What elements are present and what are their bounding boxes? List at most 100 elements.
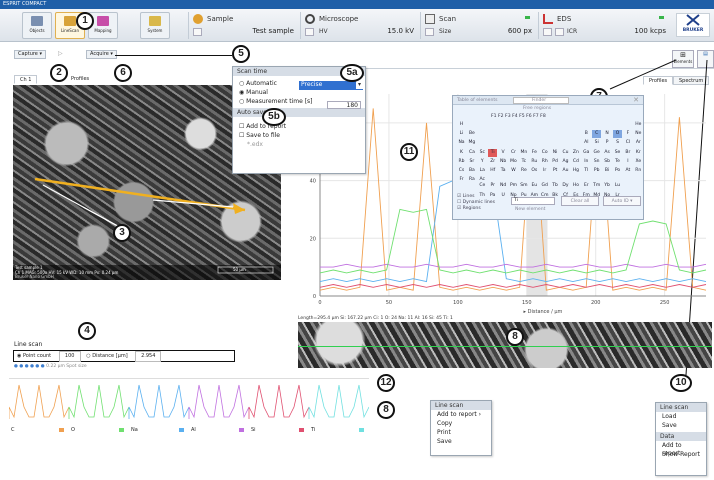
element-pa[interactable]: Pa: [490, 192, 496, 198]
system-button[interactable]: System: [140, 12, 170, 39]
scan-time-menu[interactable]: Scan time ○ Automatic Precise ▾ ◉ Manual …: [232, 66, 366, 174]
element-in[interactable]: In: [584, 158, 589, 164]
element-cr[interactable]: Cr: [511, 149, 516, 155]
element-si[interactable]: Si: [594, 140, 599, 146]
element-ce[interactable]: Ce: [479, 183, 486, 189]
element-u[interactable]: U: [501, 192, 505, 198]
element-bi[interactable]: Bi: [604, 168, 610, 173]
element-c[interactable]: C: [592, 130, 602, 139]
element-ni[interactable]: Ni: [552, 149, 558, 155]
element-w[interactable]: W: [511, 168, 516, 173]
measurement-time-option[interactable]: ○ Measurement time [s] 180: [233, 97, 365, 109]
point-count-input[interactable]: 100: [58, 351, 81, 362]
element-la[interactable]: La: [479, 168, 485, 173]
menu-save[interactable]: Save: [437, 438, 452, 445]
element-zr[interactable]: Zr: [490, 158, 496, 164]
element-ba[interactable]: Ba: [468, 168, 475, 173]
element-tc[interactable]: Tc: [521, 158, 527, 164]
element-se[interactable]: Se: [614, 149, 621, 155]
element-fe[interactable]: Fe: [531, 149, 537, 155]
element-es[interactable]: Es: [571, 192, 580, 200]
element-input[interactable]: Ti: [511, 197, 555, 205]
element-rh[interactable]: Rh: [541, 158, 548, 164]
element-nd[interactable]: Nd: [499, 183, 507, 189]
element-br[interactable]: Br: [625, 149, 631, 155]
eds-group[interactable]: EDS ICR 100 kcps: [538, 12, 672, 39]
element-b[interactable]: B: [584, 131, 588, 137]
linescan-image-strip[interactable]: [298, 322, 712, 368]
sample-group[interactable]: Sample Test sample: [188, 12, 300, 39]
menu-add-report[interactable]: Add to report: [662, 442, 682, 457]
linescan-context-menu[interactable]: Line scan Add to report › Copy Print Sav…: [430, 400, 492, 456]
element-ho[interactable]: Ho: [572, 183, 579, 189]
strip-color-swatch[interactable]: [299, 428, 304, 432]
strip-color-swatch[interactable]: [179, 428, 184, 432]
auto-id-button[interactable]: Auto ID ▾: [603, 196, 641, 206]
microscope-dropdown[interactable]: [305, 28, 314, 36]
tab-profiles-right[interactable]: Profiles: [643, 76, 674, 85]
element-hg[interactable]: Hg: [572, 168, 580, 173]
element-as[interactable]: As: [604, 149, 610, 155]
element-at[interactable]: At: [625, 168, 631, 173]
element-i[interactable]: I: [627, 158, 629, 164]
element-ag[interactable]: Ag: [562, 158, 569, 164]
element-p[interactable]: P: [605, 140, 609, 146]
element-au[interactable]: Au: [562, 168, 569, 173]
element-ir[interactable]: Ir: [543, 168, 547, 173]
element-f[interactable]: F: [626, 131, 630, 137]
dynamic-lines-option[interactable]: ☐ Dynamic lines: [457, 200, 495, 205]
capture-button[interactable]: Capture ▾: [14, 50, 46, 59]
element-er[interactable]: Er: [583, 183, 589, 189]
scan-dropdown[interactable]: [425, 28, 434, 36]
element-ta[interactable]: Ta: [500, 168, 506, 173]
element-cd[interactable]: Cd: [572, 158, 579, 164]
element-co[interactable]: Co: [541, 149, 548, 155]
report-context-menu[interactable]: Line scan Load Save Data Add to report S…: [655, 402, 707, 476]
strip-color-swatch[interactable]: [359, 428, 364, 432]
element-dy[interactable]: Dy: [562, 183, 569, 189]
element-sc[interactable]: Sc: [479, 149, 485, 155]
elements-button[interactable]: ⊞ Elements: [672, 50, 694, 68]
tab-spectrum[interactable]: Spectrum: [673, 76, 710, 85]
eds-settings[interactable]: [555, 28, 564, 36]
element-tl[interactable]: Tl: [584, 168, 589, 173]
report-button[interactable]: ▤: [697, 50, 714, 68]
element-pr[interactable]: Pr: [490, 183, 495, 189]
element-mg[interactable]: Mg: [468, 140, 476, 146]
scan-group[interactable]: Scan Size 600 px: [420, 12, 538, 39]
element-fr[interactable]: Fr: [459, 177, 464, 183]
menu-print[interactable]: Print: [437, 429, 451, 436]
element-mn[interactable]: Mn: [520, 149, 528, 155]
element-o[interactable]: O: [613, 130, 622, 139]
menu-save-linescan[interactable]: Save: [662, 422, 677, 429]
element-md[interactable]: Md: [592, 192, 601, 200]
point-count-radio[interactable]: ◉: [17, 353, 22, 359]
element-lu[interactable]: Lu: [614, 183, 621, 189]
element-sr[interactable]: Sr: [469, 158, 475, 164]
element-cs[interactable]: Cs: [458, 168, 465, 173]
element-sn[interactable]: Sn: [593, 158, 600, 164]
element-tm[interactable]: Tm: [593, 183, 601, 189]
measurement-time-input[interactable]: 180: [327, 101, 361, 109]
element-am[interactable]: Am: [530, 192, 539, 198]
element-os[interactable]: Os: [531, 168, 538, 173]
element-pt[interactable]: Pt: [552, 168, 558, 173]
element-be[interactable]: Be: [468, 131, 475, 137]
element-rb[interactable]: Rb: [458, 158, 465, 164]
sample-dropdown[interactable]: [193, 28, 202, 36]
element-na[interactable]: Na: [458, 140, 465, 146]
save-to-file-option[interactable]: ☐ Save to file: [239, 132, 280, 139]
element-cu[interactable]: Cu: [562, 149, 569, 155]
close-icon[interactable]: ✕: [633, 96, 639, 104]
menu-load[interactable]: Load: [662, 413, 677, 420]
element-ga[interactable]: Ga: [583, 149, 590, 155]
objects-button[interactable]: Objects: [22, 12, 52, 39]
element-pm[interactable]: Pm: [509, 183, 518, 189]
element-cf[interactable]: Cf: [561, 192, 570, 200]
element-ar[interactable]: Ar: [635, 140, 641, 146]
element-th[interactable]: Th: [479, 192, 486, 198]
element-ge[interactable]: Ge: [593, 149, 600, 155]
eds-dropdown[interactable]: [543, 28, 552, 36]
element-re[interactable]: Re: [521, 168, 527, 173]
acquire-button[interactable]: Acquire ▾: [86, 50, 117, 59]
